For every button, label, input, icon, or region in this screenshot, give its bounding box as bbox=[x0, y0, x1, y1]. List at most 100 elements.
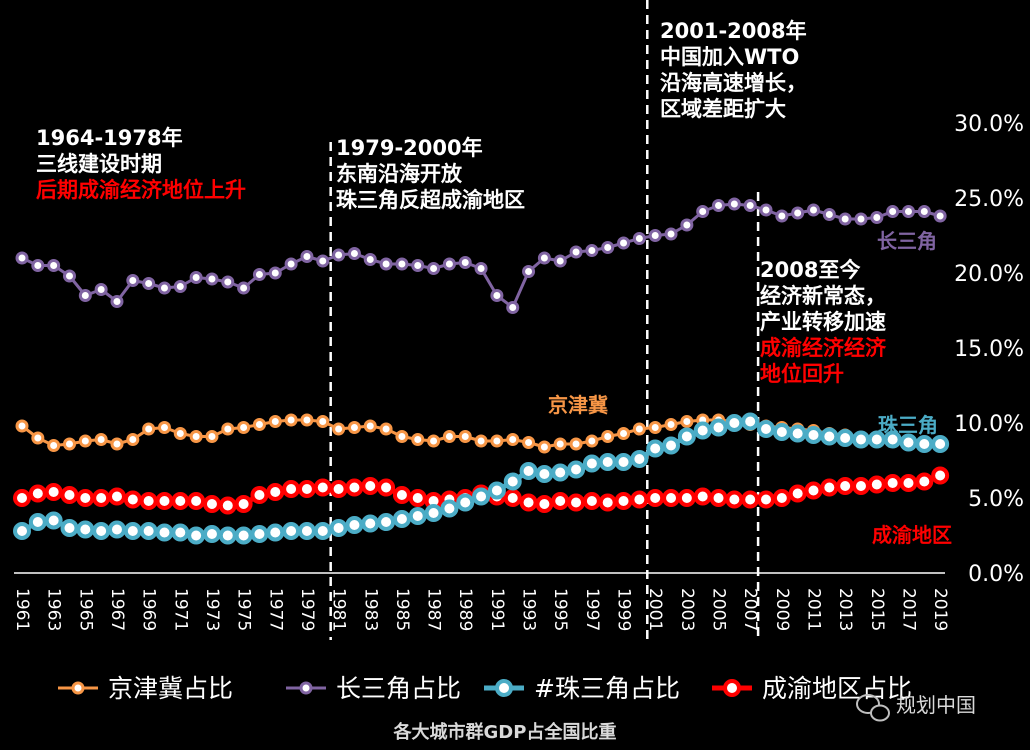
data-point bbox=[218, 526, 237, 545]
data-point bbox=[775, 209, 789, 223]
data-point bbox=[332, 422, 346, 436]
y-axis-ticks: 0.0% 5.0% 10.0% 15.0% 20.0% 25.0% 30.0% bbox=[954, 112, 1024, 587]
data-point bbox=[427, 262, 441, 275]
data-point bbox=[94, 283, 108, 296]
legend-marker bbox=[495, 679, 513, 697]
data-point bbox=[408, 507, 427, 525]
legend-label: 京津冀占比 bbox=[108, 674, 233, 703]
annotation-text: 1979-2000年 bbox=[336, 136, 483, 160]
data-point bbox=[601, 241, 615, 254]
y-tick-label: 15.0% bbox=[954, 337, 1024, 362]
data-point bbox=[123, 490, 142, 509]
data-point bbox=[363, 419, 377, 433]
x-tick-label: 2003 bbox=[677, 588, 697, 631]
x-tick-label: 2001 bbox=[645, 588, 665, 631]
data-point bbox=[899, 474, 918, 492]
x-tick-label: 1997 bbox=[582, 588, 602, 631]
data-point bbox=[870, 211, 884, 224]
data-point bbox=[693, 421, 712, 440]
data-point bbox=[205, 272, 219, 286]
y-tick-label: 5.0% bbox=[968, 487, 1024, 512]
data-point bbox=[237, 421, 251, 434]
data-point bbox=[617, 236, 631, 250]
data-point bbox=[931, 466, 950, 485]
data-point bbox=[456, 493, 475, 512]
legend-label: #珠三角占比 bbox=[534, 674, 680, 703]
y-tick-label: 10.0% bbox=[954, 412, 1024, 437]
annotation-highlight: 后期成渝经济地位上升 bbox=[36, 178, 246, 202]
data-point bbox=[252, 418, 266, 431]
annotation-text: 珠三角反超成渝地区 bbox=[336, 188, 525, 212]
data-point bbox=[187, 526, 206, 545]
data-point bbox=[284, 257, 298, 271]
data-point bbox=[395, 257, 409, 271]
data-point bbox=[377, 513, 396, 531]
data-point bbox=[680, 218, 694, 232]
data-point bbox=[772, 423, 791, 441]
data-point bbox=[851, 430, 870, 449]
annotation-text: 三线建设时期 bbox=[36, 152, 162, 176]
data-point bbox=[142, 277, 156, 290]
data-point bbox=[110, 295, 124, 308]
data-point bbox=[804, 481, 823, 500]
data-point bbox=[617, 427, 631, 440]
x-tick-label: 2005 bbox=[709, 588, 729, 631]
data-point bbox=[313, 522, 332, 540]
data-point bbox=[92, 522, 111, 540]
data-point bbox=[664, 418, 678, 431]
data-point bbox=[490, 289, 504, 302]
watermark-text: 规划中国 bbox=[896, 693, 976, 717]
legend: 京津冀占比 长三角占比 #珠三角占比 成渝地区占比 bbox=[58, 674, 912, 703]
data-point bbox=[569, 245, 583, 259]
data-point bbox=[630, 450, 649, 468]
x-tick-label: 2015 bbox=[867, 588, 887, 631]
data-point bbox=[31, 259, 45, 272]
x-tick-label: 2009 bbox=[772, 588, 792, 631]
data-point bbox=[931, 435, 950, 453]
data-point bbox=[709, 489, 728, 507]
data-point bbox=[411, 433, 425, 446]
data-point bbox=[551, 492, 570, 510]
x-tick-label: 1987 bbox=[424, 588, 444, 631]
data-point bbox=[759, 203, 773, 217]
data-point bbox=[157, 421, 171, 434]
data-point bbox=[614, 492, 633, 510]
data-point bbox=[173, 427, 187, 440]
data-point bbox=[535, 465, 554, 483]
data-point bbox=[553, 437, 567, 451]
data-point bbox=[474, 262, 488, 275]
data-point bbox=[332, 248, 346, 262]
data-point bbox=[392, 510, 411, 528]
data-point bbox=[901, 205, 915, 218]
data-point bbox=[886, 205, 900, 218]
data-point bbox=[867, 475, 886, 494]
data-point bbox=[851, 477, 870, 495]
data-point bbox=[268, 415, 282, 428]
data-point bbox=[598, 453, 617, 471]
data-point bbox=[677, 427, 696, 446]
data-point bbox=[379, 422, 393, 436]
data-point bbox=[234, 495, 253, 513]
data-point bbox=[712, 199, 726, 212]
annotation-text: 区域差距扩大 bbox=[660, 97, 786, 121]
data-point bbox=[772, 489, 791, 507]
x-tick-label: 1969 bbox=[139, 588, 159, 631]
legend-label: 成渝地区占比 bbox=[762, 674, 912, 703]
data-point bbox=[189, 430, 203, 443]
data-point bbox=[933, 209, 947, 223]
data-point bbox=[646, 439, 665, 458]
data-point bbox=[126, 433, 140, 446]
data-point bbox=[392, 486, 411, 504]
data-point bbox=[284, 413, 298, 427]
data-point bbox=[820, 478, 839, 497]
data-point bbox=[472, 487, 491, 506]
data-point bbox=[110, 437, 124, 451]
label-jingjinji: 京津冀 bbox=[548, 393, 608, 417]
data-point bbox=[107, 520, 126, 539]
legend-label: 长三角占比 bbox=[336, 674, 461, 703]
data-point bbox=[725, 414, 744, 432]
data-point bbox=[585, 434, 599, 448]
data-point bbox=[237, 281, 251, 295]
data-point bbox=[379, 257, 393, 271]
